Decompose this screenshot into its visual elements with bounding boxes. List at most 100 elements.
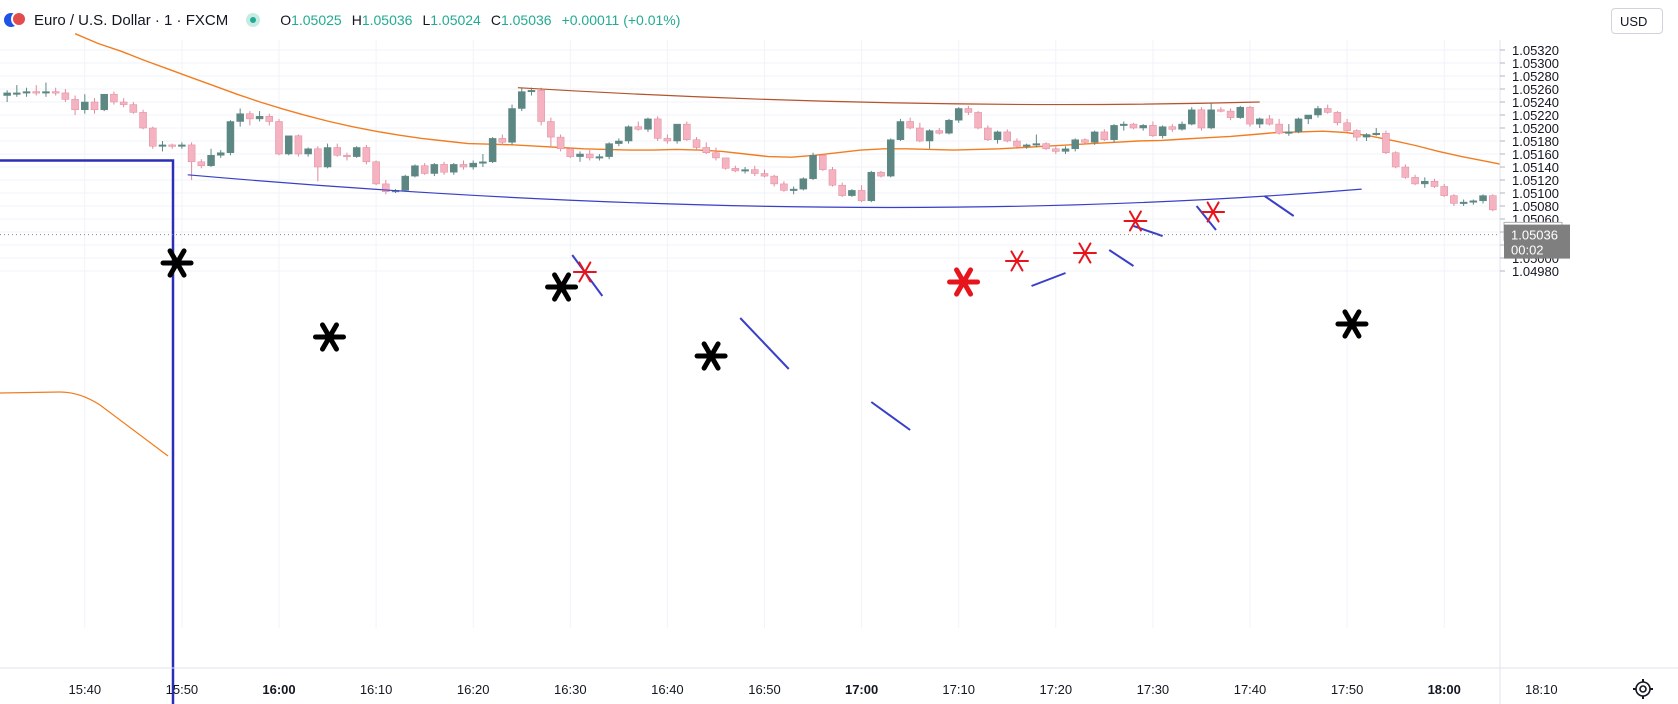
annotation-star: [1004, 250, 1029, 272]
candle: [1149, 121, 1157, 138]
star-stroke: [701, 341, 721, 371]
candle-body: [585, 153, 594, 159]
candle: [954, 107, 963, 123]
candle-body: [634, 126, 643, 130]
countdown-label: 00:02: [1511, 243, 1544, 258]
candle-body: [624, 126, 633, 142]
candle: [1411, 174, 1419, 186]
candle-body: [1450, 195, 1458, 204]
candle: [1353, 129, 1361, 141]
candle: [1100, 129, 1109, 141]
candle: [450, 163, 458, 175]
time-axis[interactable]: 15:40 15:50 16:00 16:10 16:20 16:30 16:40 16:50…: [0, 667, 1678, 697]
candle: [1207, 103, 1215, 130]
candle: [595, 154, 604, 161]
candle: [945, 118, 953, 135]
candle-body: [653, 118, 662, 139]
candle: [935, 128, 944, 135]
candle-body: [226, 121, 235, 153]
candle-body: [149, 127, 157, 147]
candle: [848, 189, 856, 197]
candle: [1120, 121, 1128, 131]
candle: [1255, 117, 1264, 128]
candle: [896, 118, 905, 141]
price-tick-label: 1.04980: [1512, 264, 1559, 279]
candle: [168, 143, 176, 149]
star-stroke: [578, 261, 592, 283]
symbol-header: Euro / U.S. Dollar · 1 · FXCM O1.05025 H…: [0, 0, 680, 40]
candle-body: [1197, 109, 1206, 129]
candle: [216, 150, 225, 158]
candle-body: [945, 119, 953, 134]
candle-body: [1129, 123, 1138, 129]
candle-body: [1071, 139, 1079, 150]
candle: [197, 159, 206, 169]
time-tick-label: 15:50: [166, 682, 199, 697]
candle: [984, 125, 992, 141]
drawn-stroke: [1108, 249, 1135, 267]
candle-body: [1333, 112, 1342, 124]
candle: [1197, 107, 1206, 131]
candle-body: [236, 113, 244, 122]
candle-body: [964, 108, 973, 113]
candle-body: [1217, 109, 1225, 112]
candle-body: [857, 190, 866, 202]
market-status-icon[interactable]: [246, 13, 261, 27]
candle: [741, 167, 749, 174]
candle-body: [1469, 200, 1478, 203]
candle-body: [100, 93, 108, 111]
time-tick-label: 17:00: [845, 682, 878, 697]
candle: [90, 98, 99, 114]
candle: [518, 87, 526, 112]
candle-body: [90, 101, 99, 111]
candle: [1382, 130, 1390, 154]
candle-body: [284, 135, 293, 155]
candle-body: [770, 175, 778, 185]
candle: [382, 180, 390, 195]
plot-area[interactable]: [3, 33, 1532, 212]
candle-body: [1391, 152, 1400, 168]
change-value: +0.00011 (+0.01%): [561, 12, 681, 28]
symbol-title[interactable]: Euro / U.S. Dollar · 1 · FXCM: [34, 11, 229, 29]
candle: [255, 111, 264, 122]
candle: [585, 150, 594, 161]
time-tick-label: 17:40: [1234, 682, 1267, 697]
candle-body: [1003, 131, 1011, 142]
candle: [838, 182, 846, 197]
price-tick-label: 1.05240: [1512, 95, 1559, 110]
candle-body: [993, 131, 1002, 140]
candle-body: [110, 93, 118, 103]
candle: [663, 134, 672, 144]
candle-body: [1226, 110, 1235, 118]
candle-body: [3, 92, 11, 96]
candle-body: [683, 123, 691, 140]
candle-body: [42, 91, 50, 94]
candle-body: [1343, 122, 1351, 131]
candle: [857, 185, 866, 203]
currency-selector[interactable]: USD: [1611, 8, 1663, 34]
candle-body: [819, 155, 827, 170]
open-value: O1.05025: [280, 12, 342, 28]
candle: [430, 163, 439, 177]
candle-body: [1382, 132, 1390, 153]
annotation-star: [694, 341, 728, 371]
candle-body: [595, 156, 604, 159]
candle-body: [314, 148, 322, 168]
candle: [1217, 107, 1225, 113]
gear-icon[interactable]: [1632, 678, 1654, 700]
candle: [1081, 138, 1089, 144]
star-stroke: [954, 267, 974, 297]
candle: [1003, 129, 1011, 143]
candle: [653, 116, 662, 141]
candle: [129, 102, 138, 114]
price-axis[interactable]: 1.049801.050001.050201.050401.050601.050…: [0, 40, 1678, 704]
price-tick-label: 1.05280: [1512, 69, 1559, 84]
candle-body: [450, 164, 458, 173]
candle: [1459, 199, 1468, 206]
candle: [1489, 194, 1497, 212]
candle: [187, 142, 196, 180]
candle: [1362, 133, 1371, 141]
candle: [352, 146, 361, 158]
star-stroke: [167, 248, 187, 278]
